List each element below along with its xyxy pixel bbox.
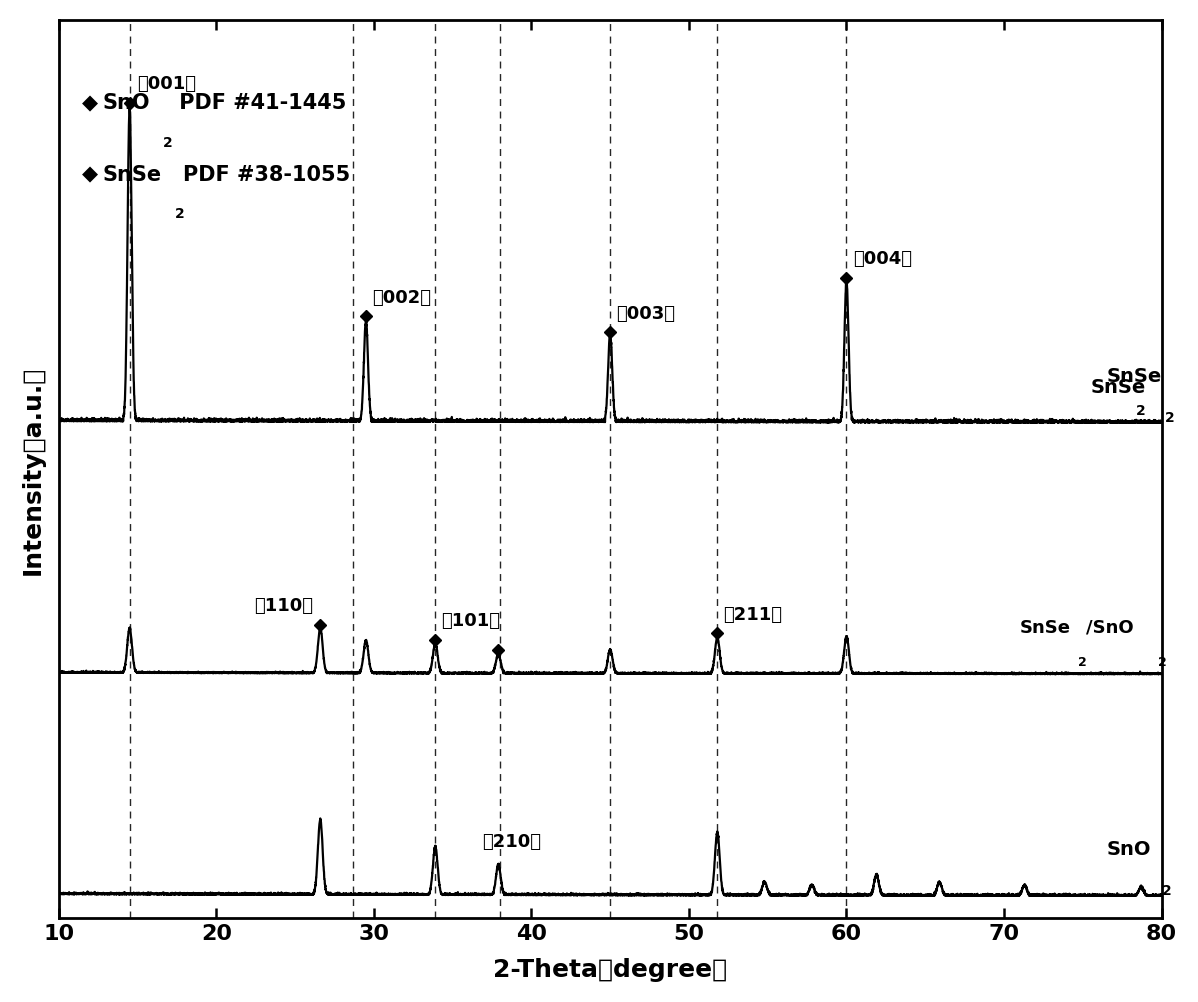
Text: /SnO: /SnO — [1085, 618, 1133, 636]
Text: 2: 2 — [1164, 411, 1174, 425]
Text: （110）: （110） — [254, 596, 313, 614]
Text: SnSe: SnSe — [103, 164, 162, 184]
Text: （004）: （004） — [853, 249, 912, 268]
Text: SnO: SnO — [1107, 839, 1151, 858]
Text: 2: 2 — [175, 207, 184, 220]
Text: 2: 2 — [1158, 655, 1167, 668]
Text: PDF #38-1055: PDF #38-1055 — [183, 164, 351, 184]
Text: ◆: ◆ — [83, 164, 98, 184]
Text: ◆: ◆ — [83, 93, 98, 113]
Text: 2: 2 — [1136, 404, 1145, 418]
Text: SnO: SnO — [103, 93, 150, 113]
Text: SnSe: SnSe — [1019, 618, 1071, 636]
Text: SnSe: SnSe — [1107, 367, 1162, 386]
Y-axis label: Intensity（a.u.）: Intensity（a.u.） — [20, 365, 44, 574]
Text: （210）: （210） — [483, 833, 541, 851]
Text: SnSe: SnSe — [1090, 378, 1145, 397]
Text: （003）: （003） — [617, 305, 676, 323]
X-axis label: 2-Theta（degree）: 2-Theta（degree） — [494, 957, 727, 981]
Text: 2: 2 — [1078, 655, 1087, 668]
Text: （101）: （101） — [442, 611, 501, 629]
Text: 2: 2 — [1162, 883, 1172, 897]
Text: 2: 2 — [163, 135, 173, 149]
Text: （001）: （001） — [138, 75, 196, 93]
Text: （211）: （211） — [724, 605, 782, 623]
Text: PDF #41-1445: PDF #41-1445 — [173, 93, 346, 113]
Text: （002）: （002） — [373, 289, 431, 307]
